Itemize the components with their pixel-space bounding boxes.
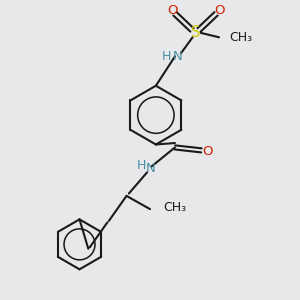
Text: O: O xyxy=(214,4,224,17)
Text: O: O xyxy=(167,4,177,17)
Text: N: N xyxy=(146,162,156,176)
Text: H: H xyxy=(136,159,146,172)
Text: CH₃: CH₃ xyxy=(163,201,186,214)
Text: O: O xyxy=(202,145,213,158)
Text: S: S xyxy=(191,26,200,40)
Text: N: N xyxy=(173,50,183,63)
Text: CH₃: CH₃ xyxy=(229,31,252,44)
Text: H: H xyxy=(162,50,171,63)
